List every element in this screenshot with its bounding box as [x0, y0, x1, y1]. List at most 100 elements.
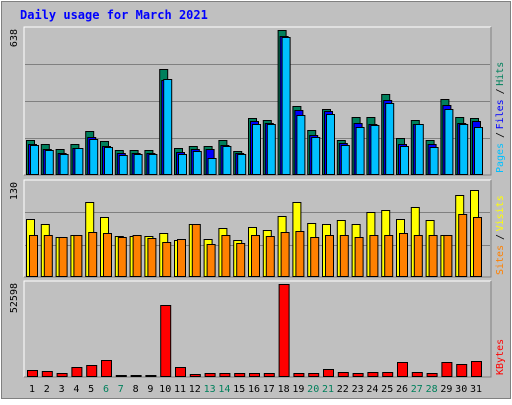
pages-bar-31: [474, 127, 483, 175]
sites-bar-8: [132, 235, 142, 277]
kbytes-bar-29: [441, 362, 453, 377]
sites-bar-30: [458, 214, 468, 277]
pages-bar-21: [326, 114, 335, 175]
day-label-8: 8: [133, 384, 139, 395]
day-label-14: 14: [218, 384, 230, 395]
day-label-23: 23: [352, 384, 364, 395]
pages-bar-18: [281, 37, 291, 175]
day-label-31: 31: [470, 384, 482, 395]
sites-bar-23: [354, 237, 364, 277]
sites-bar-18: [280, 232, 290, 277]
sites-bar-2: [43, 235, 53, 277]
kbytes-bar-6: [101, 360, 112, 377]
day-label-4: 4: [73, 384, 79, 395]
kbytes-bar-1: [27, 370, 38, 377]
pages-bar-6: [104, 147, 113, 175]
day-label-7: 7: [118, 384, 124, 395]
panel-3-frame: [23, 280, 492, 378]
kbytes-bar-12: [189, 374, 201, 377]
pages-bar-2: [44, 150, 54, 175]
sites-bar-19: [295, 231, 305, 277]
pages-bar-7: [118, 155, 128, 175]
sites-bar-16: [251, 235, 260, 277]
panel-1-max-label: 638: [9, 29, 20, 47]
pages-bar-9: [148, 154, 158, 175]
sites-bar-29: [443, 235, 453, 277]
legend-separator: /: [495, 132, 506, 138]
sites-bar-24: [369, 235, 379, 277]
sites-bar-9: [147, 238, 157, 277]
kbytes-bar-16: [249, 373, 260, 377]
kbytes-bar-26: [397, 362, 408, 377]
kbytes-bar-20: [308, 373, 320, 377]
kbytes-bar-5: [86, 365, 98, 377]
kbytes-bar-7: [115, 375, 127, 377]
legend-pages: Pages: [495, 143, 506, 173]
sites-bar-26: [399, 233, 408, 277]
day-label-24: 24: [366, 384, 378, 395]
pages-bar-5: [89, 139, 99, 175]
kbytes-bar-14: [219, 373, 231, 377]
kbytes-bar-31: [471, 361, 482, 377]
kbytes-bar-2: [41, 371, 53, 377]
kbytes-bar-24: [367, 372, 379, 377]
day-label-5: 5: [88, 384, 94, 395]
sites-bar-3: [58, 237, 68, 277]
chart-title: Daily usage for March 2021: [20, 8, 208, 22]
day-label-29: 29: [440, 384, 452, 395]
kbytes-bar-17: [263, 373, 275, 377]
pages-bar-28: [429, 147, 439, 175]
pages-bar-29: [444, 109, 454, 175]
legend-kbytes: KBytes: [495, 339, 506, 375]
kbytes-bar-9: [145, 375, 157, 377]
sites-bar-5: [88, 232, 98, 277]
day-label-28: 28: [426, 384, 438, 395]
day-label-25: 25: [381, 384, 393, 395]
pages-bar-3: [59, 154, 69, 175]
day-label-20: 20: [307, 384, 319, 395]
sites-bar-22: [339, 235, 349, 277]
day-label-6: 6: [103, 384, 109, 395]
pages-bar-30: [459, 124, 469, 175]
sites-bar-21: [325, 235, 334, 277]
sites-bar-7: [117, 237, 127, 277]
kbytes-bar-11: [175, 367, 186, 377]
pages-bar-23: [355, 127, 365, 175]
day-label-15: 15: [233, 384, 245, 395]
kbytes-bar-3: [56, 373, 68, 377]
day-label-3: 3: [59, 384, 65, 395]
kbytes-bar-25: [382, 372, 394, 377]
sites-bar-13: [206, 244, 216, 277]
pages-bar-17: [266, 124, 276, 175]
legend-visits: Visits: [495, 195, 506, 231]
kbytes-bar-15: [234, 373, 246, 377]
sites-bar-1: [29, 235, 38, 277]
sites-bar-15: [236, 243, 246, 277]
legend-separator: /: [495, 234, 506, 240]
day-label-13: 13: [204, 384, 216, 395]
panel-3-frame-bevel-light: [23, 280, 491, 377]
sites-bar-20: [310, 237, 320, 277]
kbytes-bar-4: [71, 367, 83, 377]
sites-bar-11: [177, 239, 186, 277]
kbytes-bar-22: [337, 372, 349, 377]
day-label-19: 19: [292, 384, 304, 395]
kbytes-bar-18: [278, 284, 290, 377]
legend-separator: /: [495, 88, 506, 94]
day-label-22: 22: [337, 384, 349, 395]
panel-2-frame-bevel-light: [23, 179, 491, 277]
sites-bar-28: [428, 235, 438, 277]
pages-bar-27: [414, 124, 424, 175]
kbytes-bar-19: [293, 373, 305, 377]
pages-bar-12: [192, 151, 202, 175]
sites-bar-12: [191, 224, 201, 277]
panel-3-max-label: 52598: [9, 283, 20, 313]
panel-2-max-label: 130: [9, 182, 20, 200]
pages-bar-16: [252, 124, 261, 175]
sites-bar-6: [103, 233, 112, 277]
day-label-11: 11: [174, 384, 186, 395]
pages-bar-19: [296, 115, 306, 175]
kbytes-bar-8: [130, 375, 142, 377]
day-label-2: 2: [44, 384, 50, 395]
